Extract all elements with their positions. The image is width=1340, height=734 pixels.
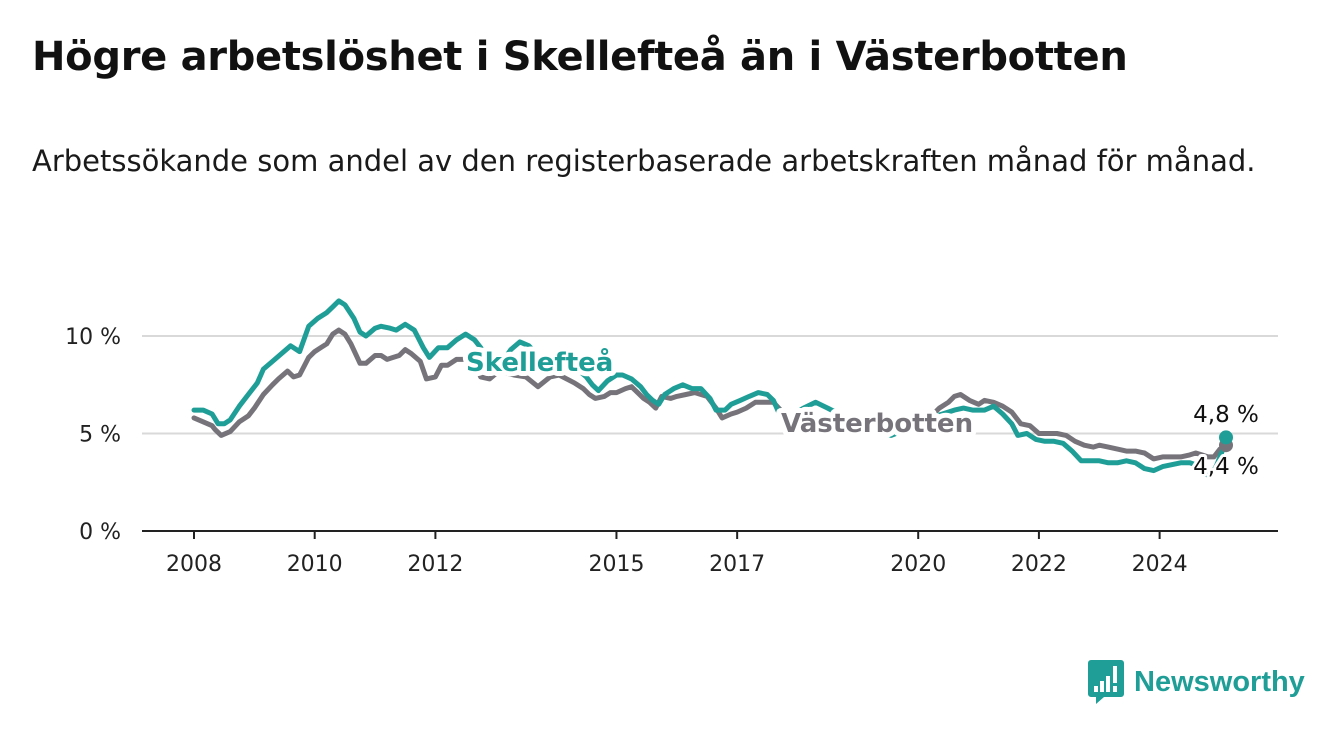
end-markers <box>1219 430 1233 453</box>
newsworthy-brand-name: Newsworthy <box>1134 665 1305 698</box>
y-tick-label: 5 % <box>79 423 121 448</box>
series-lines <box>191 298 1229 479</box>
end-label-vasterbotten: 4,4 % <box>1193 454 1259 480</box>
x-tick-label: 2012 <box>407 552 463 577</box>
series-line-skellefteå <box>191 298 1229 479</box>
chart-subtitle: Arbetssökande som andel av den registerb… <box>32 144 1256 178</box>
chart-title: Högre arbetslöshet i Skellefteå än i Väs… <box>32 34 1128 80</box>
y-tick-label: 10 % <box>65 325 121 350</box>
x-tick-label: 2020 <box>890 552 946 577</box>
end-label-skelleftea: 4,8 % <box>1193 402 1259 428</box>
series-labels: Skellefteå Västerbotten <box>461 341 978 444</box>
x-tick-label: 2024 <box>1132 552 1188 577</box>
x-tick-label: 2010 <box>287 552 343 577</box>
series-line-västerbotten <box>191 327 1229 462</box>
x-tick-label: 2022 <box>1011 552 1067 577</box>
x-tick-label: 2008 <box>166 552 222 577</box>
series-label-skelleftea: Skellefteå <box>466 346 613 378</box>
y-axis-tick-labels: 0 % 5 % 10 % <box>65 325 121 545</box>
x-axis: 2008 2010 2012 2015 2017 2020 2022 2024 <box>142 530 1278 577</box>
x-tick-label: 2015 <box>588 552 644 577</box>
end-value-labels: 4,8 % 4,4 % <box>1190 399 1262 483</box>
end-marker-skellefteå <box>1219 430 1233 445</box>
newsworthy-logo-icon <box>1088 660 1124 704</box>
y-tick-label: 0 % <box>79 520 121 545</box>
newsworthy-brand: Newsworthy <box>1088 660 1305 704</box>
x-tick-label: 2017 <box>709 552 765 577</box>
series-label-vasterbotten: Västerbotten <box>781 409 973 439</box>
line-chart: 0 %5 %10 % 2008 2010 2012 2015 2017 2020 2022 2… <box>65 298 1278 577</box>
